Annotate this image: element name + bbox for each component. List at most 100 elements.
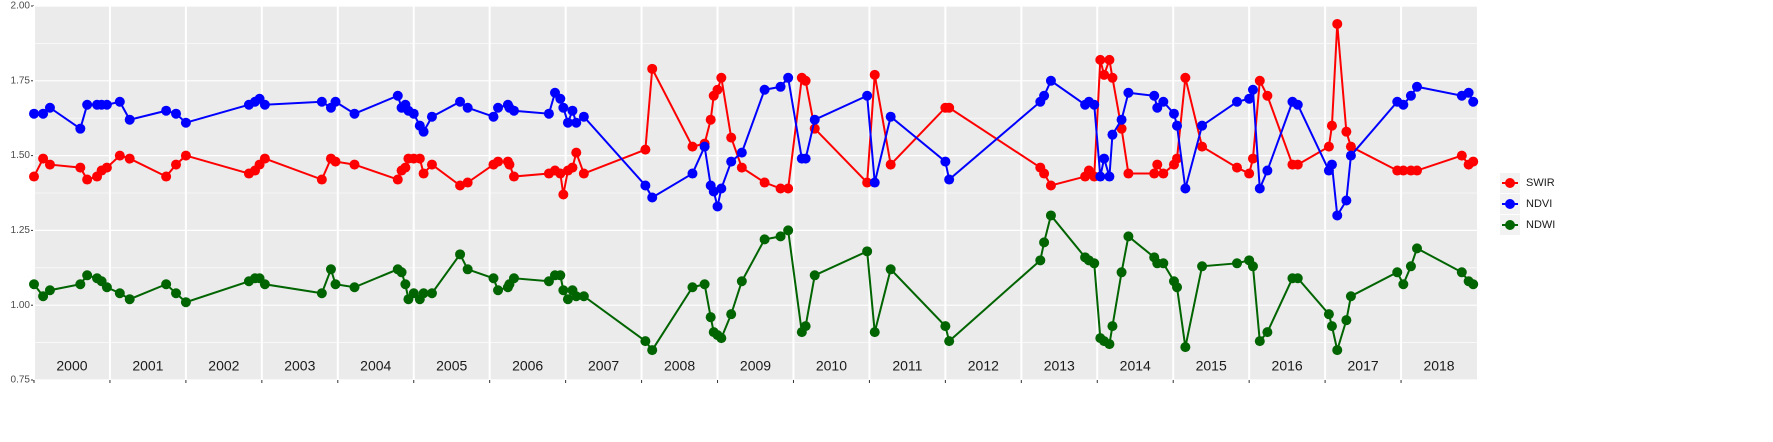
- point: [687, 168, 698, 179]
- point: [349, 159, 360, 170]
- point: [640, 336, 651, 347]
- point: [1292, 99, 1303, 110]
- legend-point: [1505, 199, 1515, 209]
- year-label: 2008: [664, 358, 695, 374]
- point: [809, 270, 820, 281]
- point: [1323, 309, 1334, 320]
- point: [944, 102, 955, 113]
- point: [488, 111, 499, 122]
- point: [124, 153, 135, 164]
- point: [1039, 168, 1050, 179]
- point: [124, 294, 135, 305]
- point: [1456, 267, 1467, 278]
- year-label: 2013: [1044, 358, 1075, 374]
- year-label: 2012: [968, 358, 999, 374]
- point: [1104, 339, 1115, 350]
- point: [1172, 153, 1183, 164]
- point: [1326, 159, 1337, 170]
- point: [504, 159, 515, 170]
- point: [1152, 159, 1163, 170]
- point: [101, 99, 112, 110]
- year-label: 2009: [740, 358, 771, 374]
- point: [1326, 120, 1337, 131]
- y-tick-label: 2.00: [11, 1, 31, 12]
- point: [578, 168, 589, 179]
- point: [1292, 159, 1303, 170]
- point: [114, 96, 125, 107]
- year-label: 2001: [132, 358, 163, 374]
- point: [1412, 165, 1423, 176]
- legend-label: NDVI: [1526, 198, 1552, 210]
- point: [562, 294, 573, 305]
- point: [114, 288, 125, 299]
- point: [82, 174, 93, 185]
- point: [330, 156, 341, 167]
- point: [944, 336, 955, 347]
- point: [1149, 90, 1160, 101]
- point: [1262, 165, 1273, 176]
- point: [1158, 258, 1169, 269]
- point: [558, 189, 569, 200]
- point: [555, 93, 566, 104]
- point: [1158, 96, 1169, 107]
- point: [862, 90, 873, 101]
- point: [1116, 114, 1127, 125]
- point: [462, 177, 473, 188]
- point: [1099, 69, 1110, 80]
- year-label: 2010: [816, 358, 847, 374]
- point: [775, 81, 786, 92]
- point: [705, 114, 716, 125]
- point: [1180, 183, 1191, 194]
- point: [493, 102, 504, 113]
- point: [316, 288, 327, 299]
- point: [640, 144, 651, 155]
- point: [1158, 168, 1169, 179]
- point: [1172, 120, 1183, 131]
- point: [1244, 93, 1255, 104]
- point: [396, 267, 407, 278]
- point: [1197, 120, 1208, 131]
- point: [259, 279, 270, 290]
- point: [316, 174, 327, 185]
- point: [555, 168, 566, 179]
- point: [349, 282, 360, 293]
- point: [1035, 255, 1046, 266]
- point: [716, 72, 727, 83]
- point: [1345, 150, 1356, 161]
- point: [1039, 237, 1050, 248]
- point: [455, 180, 466, 191]
- point: [493, 156, 504, 167]
- point: [161, 171, 172, 182]
- point: [1089, 99, 1100, 110]
- point: [1247, 261, 1258, 272]
- point: [418, 126, 429, 137]
- year-label: 2018: [1423, 358, 1454, 374]
- point: [101, 282, 112, 293]
- point: [82, 270, 93, 281]
- point: [640, 180, 651, 191]
- point: [1398, 99, 1409, 110]
- point: [1262, 90, 1273, 101]
- point: [862, 177, 873, 188]
- point: [1405, 90, 1416, 101]
- point: [885, 159, 896, 170]
- point: [809, 114, 820, 125]
- point: [555, 270, 566, 281]
- point: [1180, 72, 1191, 83]
- point: [1456, 150, 1467, 161]
- point: [488, 273, 499, 284]
- point: [1197, 261, 1208, 272]
- point: [1254, 75, 1265, 86]
- point: [775, 183, 786, 194]
- point: [759, 234, 770, 245]
- year-label: 2006: [512, 358, 543, 374]
- point: [736, 147, 747, 158]
- point: [869, 69, 880, 80]
- point: [1123, 231, 1134, 242]
- year-label: 2000: [56, 358, 87, 374]
- point: [29, 171, 39, 182]
- point: [687, 141, 698, 152]
- point: [171, 159, 182, 170]
- point: [325, 264, 336, 275]
